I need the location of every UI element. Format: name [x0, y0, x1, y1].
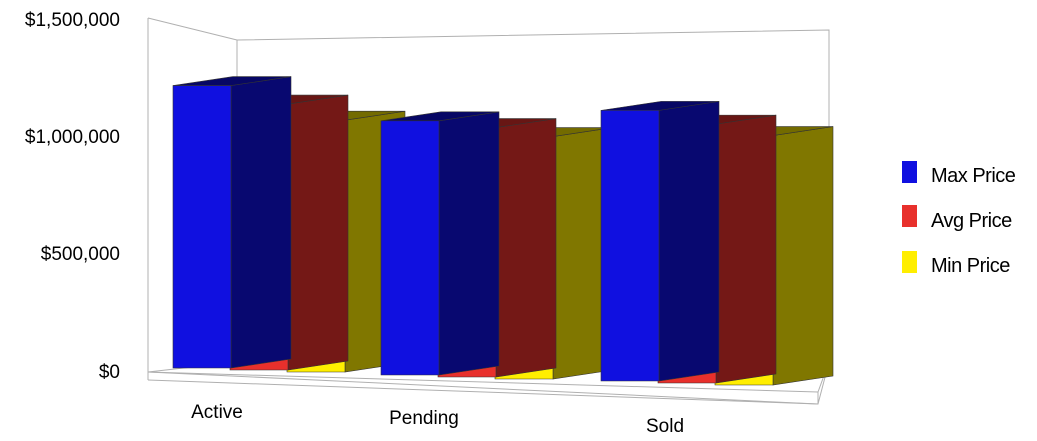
bar-max-price-pending — [380, 111, 500, 376]
floor-front-edge — [147, 371, 819, 393]
bar-max-price-sold — [600, 101, 720, 382]
legend-label-min-price: Min Price — [931, 255, 1010, 277]
x-category-label: Sold — [646, 416, 684, 436]
legend-label-max-price: Max Price — [931, 165, 1016, 187]
bar-side-face — [715, 114, 777, 384]
legend-swatch-min-price — [902, 251, 917, 273]
x-category-label: Active — [191, 402, 243, 423]
legend-swatch-avg-price — [902, 205, 917, 227]
bar-side-face — [658, 101, 720, 382]
x-category-label: Pending — [389, 408, 459, 429]
side-wall-top-edge — [147, 17, 238, 41]
bar-side-face — [287, 94, 349, 371]
bar-side-face — [772, 126, 834, 386]
legend: Max Price Avg Price Min Price — [902, 161, 1016, 277]
bar-side-face — [230, 76, 292, 369]
y-tick-label: $1,000,000 — [25, 127, 120, 148]
x-axis: Active Pending Sold — [191, 402, 684, 437]
y-axis: $1,500,000 $1,000,000 $500,000 $0 — [25, 10, 120, 383]
bars — [172, 76, 834, 386]
bar-side-face — [438, 111, 500, 376]
y-tick-label: $1,500,000 — [25, 10, 120, 31]
legend-swatch-max-price — [902, 161, 917, 183]
bar-group-pending — [380, 111, 614, 380]
bar-front-face — [172, 85, 232, 369]
legend-label-avg-price: Avg Price — [931, 210, 1012, 232]
bar-max-price-active — [172, 76, 292, 369]
y-tick-label: $0 — [99, 362, 120, 383]
bar-group-active — [172, 76, 406, 373]
floor-bottom-front — [147, 379, 819, 405]
bar-front-face — [600, 110, 660, 382]
bar-group-sold — [600, 101, 834, 386]
bar-front-face — [380, 120, 440, 376]
y-tick-label: $500,000 — [41, 244, 120, 265]
bar-side-face — [495, 118, 557, 378]
